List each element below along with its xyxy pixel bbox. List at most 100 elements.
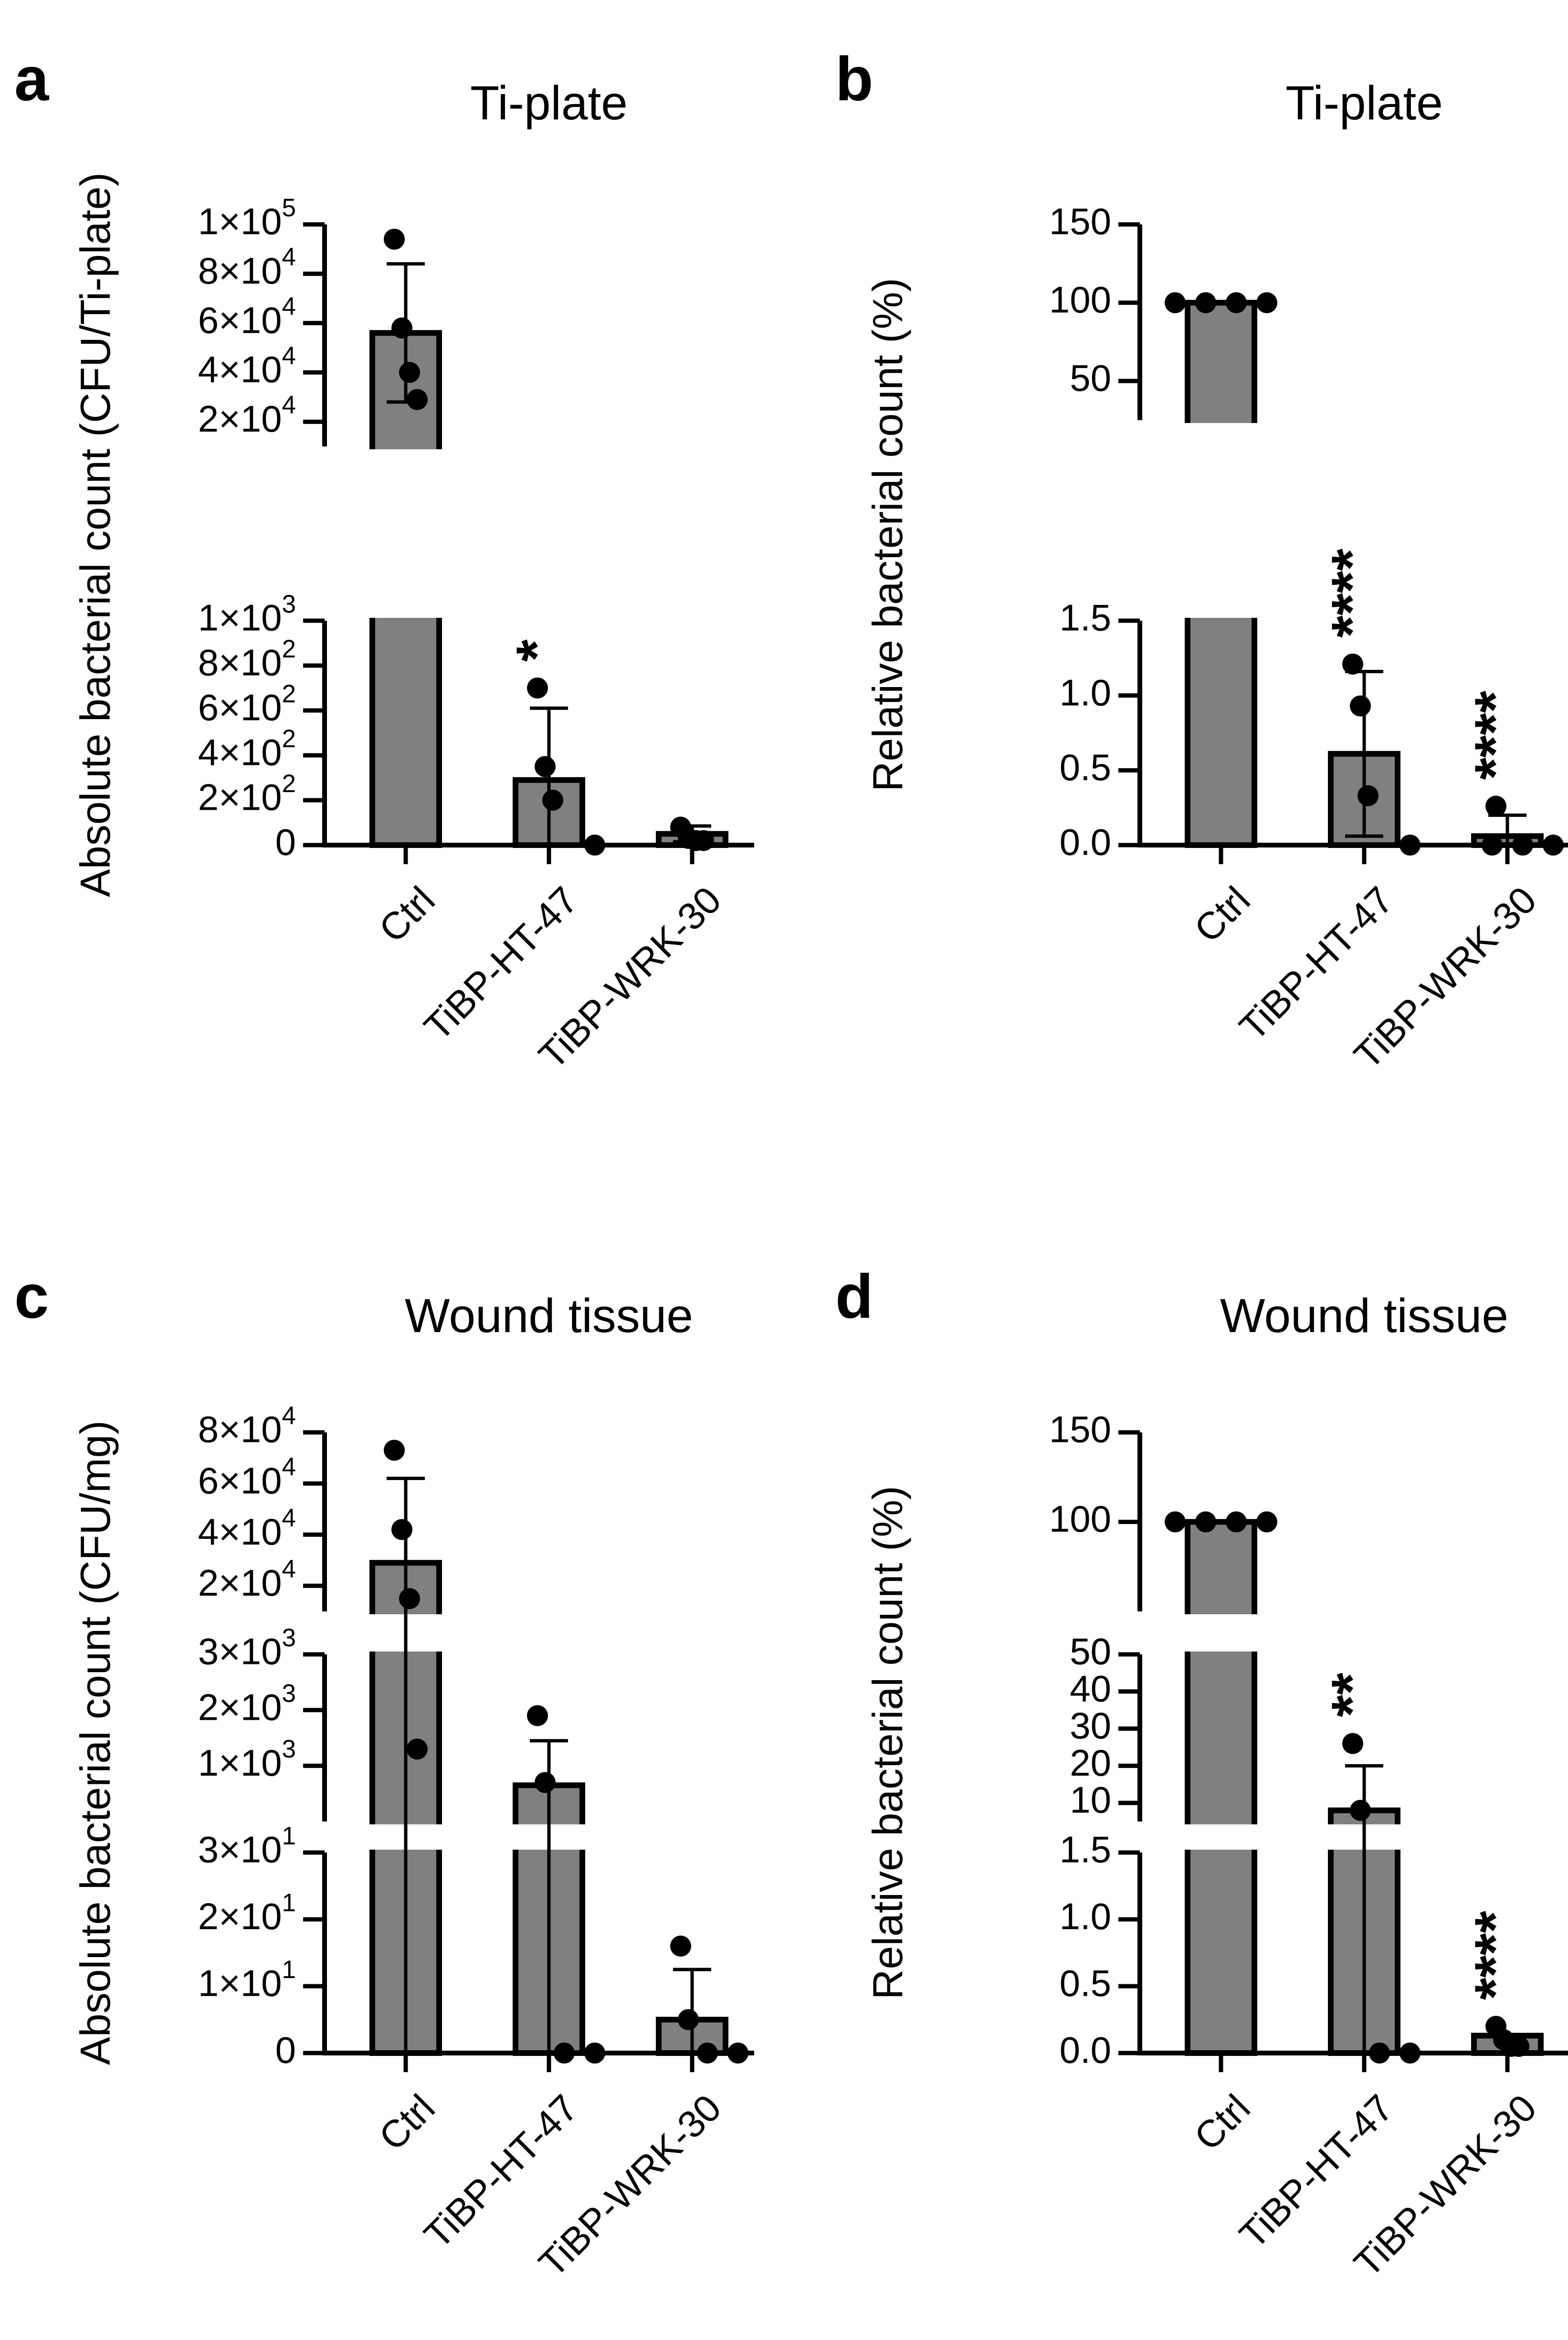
chart-title: Ti-plate	[470, 76, 628, 130]
y-tick-label: 150	[1049, 1408, 1111, 1451]
x-tick-label: Ctrl	[1186, 879, 1258, 951]
y-tick-label: 100	[1049, 279, 1111, 321]
significance-label: **	[1320, 1673, 1384, 1717]
y-tick-label: 1×103	[198, 590, 296, 639]
data-point	[1195, 292, 1216, 313]
data-point	[678, 2009, 699, 2030]
data-point	[1350, 1800, 1371, 1821]
axis-break-mask	[368, 449, 444, 618]
data-point	[1226, 1511, 1247, 1533]
data-point	[1165, 1511, 1186, 1533]
y-tick-label: 50	[1070, 357, 1111, 399]
y-tick-label: 2×104	[198, 1555, 296, 1604]
data-point	[1358, 785, 1379, 806]
data-point	[1485, 795, 1506, 817]
chart-title: Wound tissue	[405, 1289, 693, 1343]
chart-panel-b: b Ti-plate Relative bacterial count (%) 0.0…	[835, 44, 1568, 1077]
axis-break-mask	[1183, 1824, 1259, 1850]
data-point	[542, 790, 563, 811]
y-axis-label: Absolute bacterial count (CFU/mg)	[72, 1420, 119, 2065]
y-tick-label: 1.5	[1060, 597, 1111, 639]
y-tick-label: 1.0	[1060, 671, 1111, 713]
data-point	[1195, 1511, 1216, 1533]
y-tick-label: 6×104	[198, 1453, 296, 1502]
significance-label: ****	[1463, 690, 1527, 780]
y-tick-label: 2×101	[198, 1889, 296, 1938]
data-point	[391, 1519, 412, 1540]
data-point	[391, 318, 412, 339]
data-point	[670, 1936, 691, 1957]
chart-title: Ti-plate	[1285, 76, 1443, 130]
y-tick-label: 150	[1049, 201, 1111, 243]
y-tick-label: 1×103	[198, 1735, 296, 1784]
data-point	[407, 1738, 428, 1760]
chart-panel-d: d Wound tissue Relative bacterial count (%…	[835, 1261, 1568, 2285]
data-point	[1256, 1511, 1277, 1533]
significance-label: ****	[1463, 1911, 1527, 2000]
y-tick-label: 40	[1070, 1667, 1111, 1709]
y-tick-label: 3×103	[198, 1624, 296, 1673]
y-tick-label: 8×102	[198, 635, 296, 684]
x-tick-label: Ctrl	[1186, 2086, 1258, 2159]
chart-panel-a: a Ti-plate Absolute bacterial count (CFU/T…	[14, 44, 754, 1077]
axis-break-mask	[1183, 1614, 1259, 1652]
panel-label: a	[14, 44, 50, 114]
x-tick-label: Ctrl	[371, 2086, 443, 2159]
y-axis-label: Relative bacterial count (%)	[864, 1486, 911, 2000]
data-point	[1165, 292, 1186, 313]
y-tick-label: 10	[1070, 1779, 1111, 1821]
data-point	[1342, 1733, 1363, 1754]
y-tick-label: 8×104	[198, 243, 296, 292]
y-tick-label: 50	[1070, 1631, 1111, 1673]
y-tick-label: 0.0	[1060, 2029, 1111, 2071]
y-tick-label: 0.5	[1060, 746, 1111, 788]
y-tick-label: 50	[1070, 1631, 1111, 1673]
data-point	[693, 830, 714, 851]
y-tick-label: 0	[275, 821, 296, 863]
x-tick-label: Ctrl	[371, 879, 443, 951]
y-tick-label: 100	[1049, 1498, 1111, 1540]
y-axis-label: Absolute bacterial count (CFU/Ti-plate)	[72, 172, 119, 897]
data-point	[384, 1440, 405, 1461]
y-tick-label: 1.5	[1060, 1829, 1111, 1871]
data-point	[527, 1705, 548, 1726]
data-point	[1256, 292, 1277, 313]
bar-Ctrl	[1185, 1519, 1257, 2056]
significance-label: *	[505, 639, 568, 662]
y-tick-label: 2×104	[198, 391, 296, 440]
data-point	[399, 1588, 420, 1609]
data-point	[535, 756, 556, 777]
y-tick-label: 30	[1070, 1705, 1111, 1747]
data-point	[535, 1772, 556, 1793]
panel-label: c	[14, 1261, 49, 1331]
data-point	[527, 678, 548, 699]
y-tick-label: 2×102	[198, 770, 296, 818]
data-point	[1350, 695, 1371, 717]
data-point	[407, 389, 428, 410]
y-tick-label: 8×104	[198, 1402, 296, 1451]
y-tick-label: 4×104	[198, 1504, 296, 1553]
y-tick-label: 0	[275, 2029, 296, 2071]
data-point	[384, 229, 405, 250]
y-tick-label: 2×103	[198, 1679, 296, 1728]
y-tick-label: 4×102	[198, 725, 296, 773]
y-tick-label: 1.0	[1060, 1895, 1111, 1938]
data-point	[1342, 653, 1363, 675]
panel-label: d	[835, 1261, 873, 1331]
significance-label: ****	[1320, 549, 1384, 638]
y-tick-label: 20	[1070, 1742, 1111, 1784]
panel-label: b	[835, 44, 873, 114]
chart-title: Wound tissue	[1220, 1289, 1508, 1343]
axis-break-mask	[1183, 423, 1259, 618]
y-axis-label: Relative bacterial count (%)	[864, 278, 911, 792]
y-tick-label: 0.0	[1060, 821, 1111, 863]
y-tick-label: 1×105	[198, 194, 296, 243]
chart-panel-c: c Wound tissue Absolute bacterial count (C…	[14, 1261, 754, 2285]
y-tick-label: 0.5	[1060, 1962, 1111, 2004]
y-tick-label: 4×104	[198, 342, 296, 391]
y-tick-label: 3×101	[198, 1822, 296, 1871]
y-tick-label: 1×101	[198, 1956, 296, 2004]
y-tick-label: 6×104	[198, 292, 296, 341]
data-point	[399, 362, 420, 383]
